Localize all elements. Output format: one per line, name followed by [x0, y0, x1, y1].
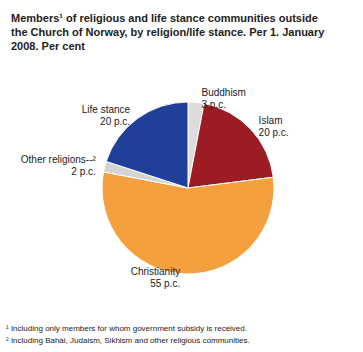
- svg-text:the Church of Norway, by relig: the Church of Norway, by religion/life s…: [11, 26, 327, 38]
- svg-text:Life stance: Life stance: [82, 104, 131, 115]
- svg-text:¹ Including only members for w: ¹ Including only members for whom govern…: [6, 324, 247, 333]
- svg-text:Buddhism: Buddhism: [201, 87, 245, 98]
- svg-text:2008. Per cent: 2008. Per cent: [11, 40, 85, 52]
- svg-text:2 p.c.: 2 p.c.: [71, 166, 95, 177]
- svg-text:Christianity: Christianity: [131, 266, 180, 277]
- svg-text:Islam: Islam: [259, 115, 283, 126]
- svg-text:Other religions--²: Other religions--²: [21, 154, 97, 165]
- svg-text:55 p.c.: 55 p.c.: [150, 278, 180, 289]
- svg-text:20 p.c.: 20 p.c.: [100, 116, 130, 127]
- svg-text:Members¹ of religious and life: Members¹ of religious and life stance co…: [11, 12, 321, 24]
- svg-text:² Including Bahài, Judaism, Si: ² Including Bahài, Judaism, Sikhism and …: [6, 336, 250, 345]
- svg-text:20 p.c.: 20 p.c.: [259, 127, 289, 138]
- svg-text:3 p.c.: 3 p.c.: [201, 99, 225, 110]
